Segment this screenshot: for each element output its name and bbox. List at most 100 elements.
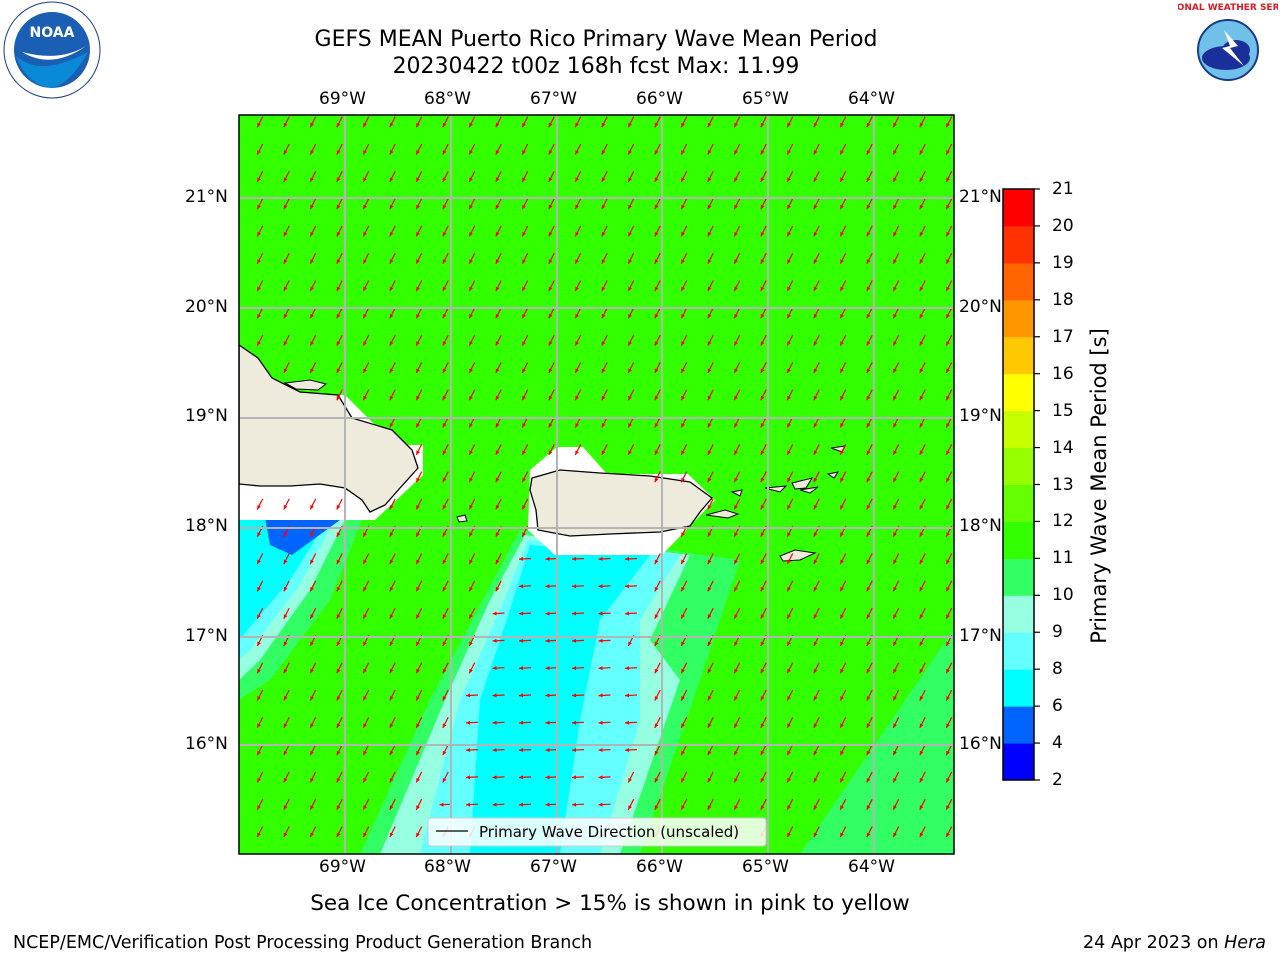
wave-arrow-head [575,204,579,210]
wave-arrow-head [707,778,712,783]
wave-arrow-head [495,313,500,319]
wave-arrow-head [310,177,314,182]
wave-arrow-head [866,750,871,756]
wave-arrow-head [495,477,500,483]
wave-arrow-head [866,696,871,701]
wave-arrow-head [893,832,897,838]
wave-direction-arrows [256,116,953,838]
wave-arrow-head [760,668,765,674]
wave-arrow-head [707,341,712,346]
wave-arrow-head [840,750,844,756]
wave-arrow-head [787,641,791,646]
wave-arrow-head [389,750,394,756]
footer-right: 24 Apr 2023 on Hera [1083,933,1266,953]
wave-arrow-head [575,232,579,237]
wave-arrow-head [760,341,765,346]
colorbar-tick-label: 20 [1052,215,1074,236]
wave-arrow-head [707,723,712,728]
wave-arrow-head [601,286,606,292]
wave-arrow-head [919,450,924,455]
wave-arrow-head [495,177,500,182]
wave-arrow-head [893,177,897,182]
wave-arrow-head [893,150,897,155]
wave-arrow-head [919,395,924,401]
wave-arrow-head [363,122,367,128]
wave-arrow-head [813,259,818,264]
wave-arrow-head [787,259,791,264]
wave-arrow-head [840,505,844,510]
wave-arrow-head [601,423,606,428]
wave-arrow-head [625,611,630,616]
wave-arrow-head [416,477,420,483]
wave-arrow-head [283,532,288,537]
wave-arrow-head [310,286,314,292]
wave-arrow-head [919,423,924,428]
wave-arrow-head [522,177,526,182]
wave-arrow-head [760,313,765,319]
wave-arrow-head [363,750,367,756]
wave-arrow-head [363,668,367,674]
wave-arrow-head [336,723,341,728]
wave-arrow-head [466,802,471,807]
wave-arrow-head [813,232,818,237]
wave-arrow-head [336,368,341,373]
wave-arrow-head [628,286,632,292]
wave-arrow-head [893,232,897,237]
wave-arrow-head [416,341,420,346]
colorbar-tick-label: 6 [1052,696,1063,717]
wave-arrow-head [336,505,341,510]
lat-label-left-20n: 20°N [185,297,228,317]
lon-label-bottom-67w: 67°W [530,857,577,877]
wave-arrow-head [469,150,473,155]
wave-arrow-head [442,341,447,346]
wave-arrow-head [760,723,765,728]
wave-arrow-head [919,286,924,292]
wave-arrow-head [734,750,738,756]
wave-arrow-head [654,259,659,264]
wave-arrow-head [416,586,420,592]
wave-arrow-head [654,586,659,592]
wave-arrow-head [548,259,553,264]
lon-label-bottom-65w: 65°W [742,857,789,877]
wave-arrow-head [625,666,630,671]
wave-arrow-head [840,395,844,401]
wave-arrow-head [283,723,288,728]
wave-arrow-head [707,586,712,592]
wave-arrow-head [389,505,394,510]
wave-arrow-head [310,559,314,565]
wave-arrow-head [442,477,447,483]
wave-arrow-head [469,313,473,319]
wave-arrow-head [734,614,738,619]
wave-arrow-head [787,586,791,592]
wave-arrow-head [389,313,394,319]
wave-arrow-head [760,122,765,128]
lon-label-bottom-64w: 64°W [848,857,895,877]
wave-arrow-head [363,805,367,810]
wave-arrow-head [866,450,871,455]
wave-arrow-head [363,559,367,565]
wave-arrow-head [946,341,950,346]
wave-arrow-head [545,611,550,616]
wave-arrow-head [787,750,791,756]
wave-arrow-head [707,614,712,619]
wave-arrow-head [257,532,261,537]
wave-arrow-head [469,505,473,510]
wave-arrow-head [310,150,314,155]
colorbar-tick-label: 21 [1052,179,1074,199]
wave-arrow-head [919,505,924,510]
wave-arrow-head [492,638,497,643]
wave-arrow-head [919,614,924,619]
wave-arrow-head [734,341,738,346]
wave-arrow-head [389,586,394,592]
wave-arrow-head [389,614,394,619]
wave-arrow-head [442,641,447,646]
wave-arrow-head [787,696,791,701]
wave-arrow-head [548,286,553,292]
wave-arrow-head [707,122,712,128]
wave-arrow-head [389,177,394,182]
land-vieques [705,509,740,519]
wave-arrow-head [416,313,420,319]
wave-arrow-head [416,805,420,810]
wave-arrow-head [893,750,897,756]
lat-label-left-21n: 21°N [185,187,228,207]
